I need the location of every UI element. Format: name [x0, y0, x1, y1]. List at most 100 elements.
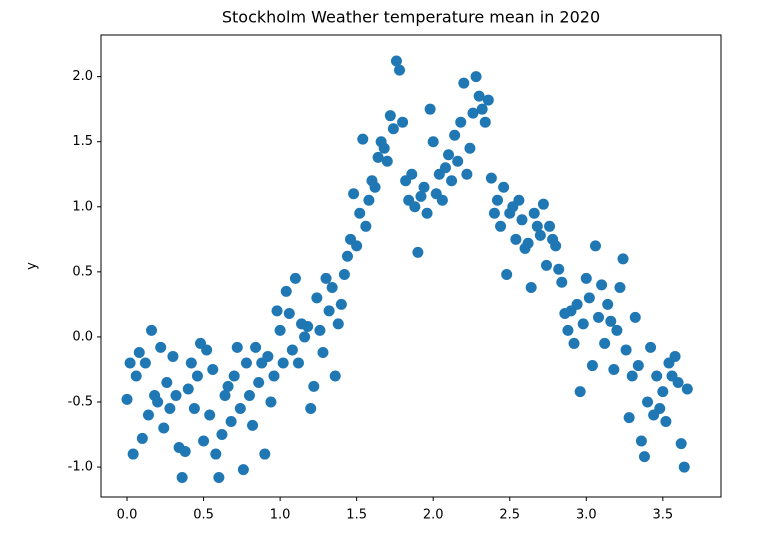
point — [577, 318, 589, 330]
point — [409, 201, 421, 213]
point — [164, 403, 176, 415]
point — [188, 403, 200, 415]
x-tick-label: 3.0 — [576, 508, 597, 523]
x-tick-label: 0.5 — [193, 508, 214, 523]
point — [421, 207, 433, 219]
point — [623, 412, 635, 424]
point — [580, 272, 592, 284]
point — [317, 347, 329, 359]
point — [124, 357, 136, 369]
point — [360, 220, 372, 232]
point — [593, 311, 605, 323]
point — [537, 198, 549, 210]
point — [681, 383, 693, 395]
point — [446, 175, 458, 187]
point — [424, 103, 436, 115]
point — [127, 448, 139, 460]
x-tick-label: 2.0 — [423, 508, 444, 523]
y-tick-label: 0.5 — [72, 264, 93, 279]
point — [528, 207, 540, 219]
point — [439, 162, 451, 174]
point — [387, 123, 399, 135]
point — [372, 151, 384, 163]
point — [550, 240, 562, 252]
point — [222, 380, 234, 392]
point — [240, 357, 252, 369]
point — [378, 142, 390, 154]
point — [243, 389, 255, 401]
point — [130, 370, 142, 382]
point — [452, 155, 464, 167]
point — [657, 386, 669, 398]
point — [351, 240, 363, 252]
point — [185, 357, 197, 369]
point — [605, 315, 617, 327]
point — [253, 376, 265, 388]
point — [626, 370, 638, 382]
point — [476, 103, 488, 115]
point — [262, 350, 274, 362]
point — [516, 214, 528, 226]
point — [348, 188, 360, 200]
x-tick-label: 3.5 — [652, 508, 673, 523]
x-tick-label: 2.5 — [499, 508, 520, 523]
chart-title: Stockholm Weather temperature mean in 20… — [222, 8, 600, 27]
y-tick-label: 2.0 — [72, 69, 93, 84]
point — [210, 448, 222, 460]
point — [654, 403, 666, 415]
point — [406, 168, 418, 180]
point — [247, 419, 259, 431]
point — [501, 268, 513, 280]
point — [176, 471, 188, 483]
point — [522, 237, 534, 249]
point — [449, 129, 461, 141]
point — [635, 435, 647, 447]
point — [479, 116, 491, 128]
x-tick-label: 1.0 — [270, 508, 291, 523]
point — [142, 409, 154, 421]
point — [234, 403, 246, 415]
point — [271, 305, 283, 317]
point — [562, 324, 574, 336]
point — [632, 360, 644, 372]
y-tick-label: -0.5 — [68, 394, 93, 409]
point — [329, 370, 341, 382]
point — [675, 438, 687, 450]
point — [614, 281, 626, 293]
point — [470, 71, 482, 83]
point — [415, 190, 427, 202]
point — [161, 376, 173, 388]
point — [201, 344, 213, 356]
point — [534, 229, 546, 241]
point — [332, 318, 344, 330]
y-tick-label: 0.0 — [72, 329, 93, 344]
x-tick-label: 0.0 — [117, 508, 138, 523]
point — [556, 276, 568, 288]
point — [363, 194, 375, 206]
point — [491, 194, 503, 206]
point — [384, 110, 396, 122]
point — [121, 393, 133, 405]
point — [289, 272, 301, 284]
point — [277, 357, 289, 369]
point — [436, 194, 448, 206]
point — [669, 350, 681, 362]
point — [461, 168, 473, 180]
point — [464, 142, 476, 154]
y-tick-label: -1.0 — [68, 460, 93, 475]
point — [651, 370, 663, 382]
point — [602, 298, 614, 310]
point — [629, 311, 641, 323]
point — [498, 181, 510, 193]
point — [544, 220, 556, 232]
point — [467, 107, 479, 119]
point — [335, 298, 347, 310]
point — [250, 341, 262, 353]
point — [589, 240, 601, 252]
point — [390, 55, 402, 67]
point — [553, 263, 565, 275]
point — [341, 250, 353, 262]
point — [678, 461, 690, 473]
point — [170, 389, 182, 401]
